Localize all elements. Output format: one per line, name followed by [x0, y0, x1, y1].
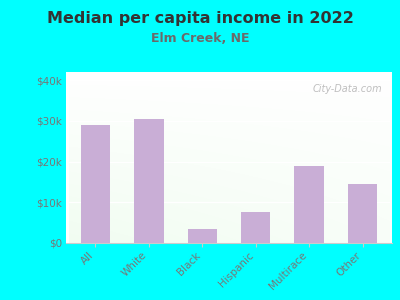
Text: Median per capita income in 2022: Median per capita income in 2022	[46, 11, 354, 26]
Bar	[294, 166, 324, 243]
Bar	[81, 125, 110, 243]
Bar	[241, 212, 270, 243]
Bar	[134, 119, 164, 243]
Text: City-Data.com: City-Data.com	[312, 84, 382, 94]
Text: Elm Creek, NE: Elm Creek, NE	[151, 32, 249, 44]
Bar	[188, 229, 217, 243]
Bar	[348, 184, 377, 243]
